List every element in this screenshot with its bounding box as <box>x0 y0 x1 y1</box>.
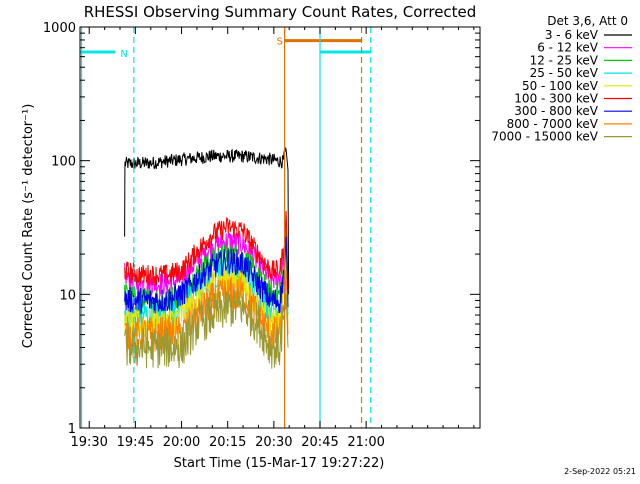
legend-entry-label: 800 - 7000 keV <box>507 117 599 131</box>
legend-entry-label: 50 - 100 keV <box>522 79 599 93</box>
legend-header: Det 3,6, Att 0 <box>547 14 628 28</box>
x-tick-label: 21:00 <box>347 435 384 450</box>
x-axis-label: Start Time (15-Mar-17 19:27:22) <box>174 456 385 471</box>
legend-entry-label: 25 - 50 keV <box>530 66 599 80</box>
series-layer <box>124 147 290 369</box>
legend-entry-label: 300 - 800 keV <box>514 104 598 118</box>
annotation-layer: NS <box>80 27 372 428</box>
legend-entry-label: 3 - 6 keV <box>545 28 599 42</box>
series-line-300-800-kev <box>124 236 289 314</box>
night-bar-label: N <box>120 49 127 60</box>
y-tick-label: 100 <box>51 155 76 170</box>
y-tick-label: 1000 <box>43 21 76 36</box>
x-tick-label: 19:30 <box>70 435 107 450</box>
y-tick-label: 1 <box>68 422 76 437</box>
footer-date: 2-Sep-2022 05:21 <box>564 467 636 476</box>
y-axis-label: Corrected Count Rate (s⁻¹ detector⁻¹) <box>21 104 36 349</box>
legend-entry-label: 7000 - 15000 keV <box>491 130 598 144</box>
x-tick-label: 19:45 <box>117 435 154 450</box>
x-tick-label: 20:15 <box>209 435 246 450</box>
x-tick-label: 20:30 <box>255 435 292 450</box>
y-tick-label: 10 <box>59 288 76 303</box>
chart-title: RHESSI Observing Summary Count Rates, Co… <box>84 3 477 21</box>
x-axis: 19:30 19:45 20:00 20:15 20:30 20:45 21:00 <box>70 27 475 450</box>
series-line-100-300-kev <box>124 211 289 289</box>
legend-entry-label: 12 - 25 keV <box>530 53 599 67</box>
x-tick-label: 20:45 <box>301 435 338 450</box>
y-axis: 1 10 100 1000 <box>43 21 480 437</box>
saa-bar-label: S <box>277 37 283 48</box>
plot-frame <box>79 26 481 429</box>
legend-entry-label: 6 - 12 keV <box>537 41 599 55</box>
series-line-7000-15000-kev <box>124 282 289 369</box>
series-line-3-6-kev <box>124 147 290 295</box>
x-tick-label: 20:00 <box>163 435 200 450</box>
legend-entry-label: 100 - 300 keV <box>514 92 598 106</box>
